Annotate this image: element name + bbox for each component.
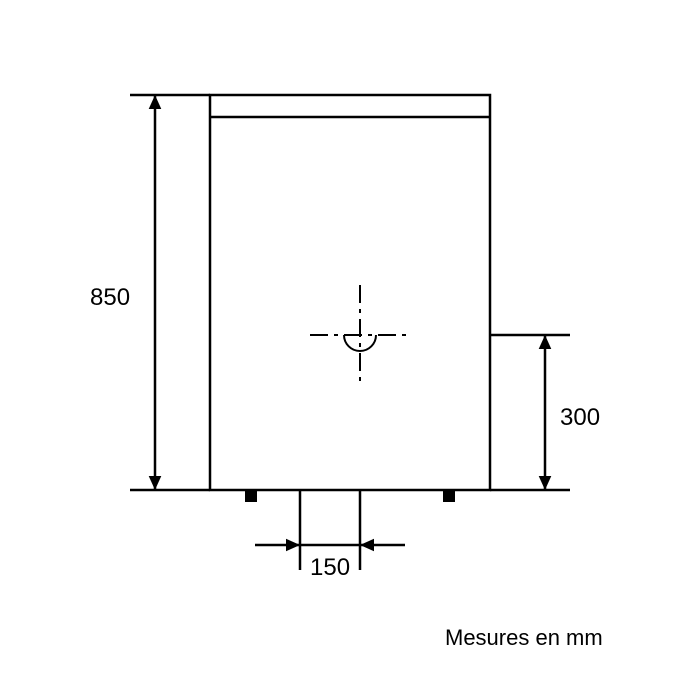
appliance-outline	[210, 95, 490, 490]
foot-right	[443, 490, 455, 502]
dim-label-850: 850	[90, 284, 130, 311]
dim-label-150: 150	[310, 554, 350, 581]
foot-left	[245, 490, 257, 502]
caption-text: Mesures en mm	[445, 625, 603, 650]
dim-label-300: 300	[560, 404, 600, 431]
